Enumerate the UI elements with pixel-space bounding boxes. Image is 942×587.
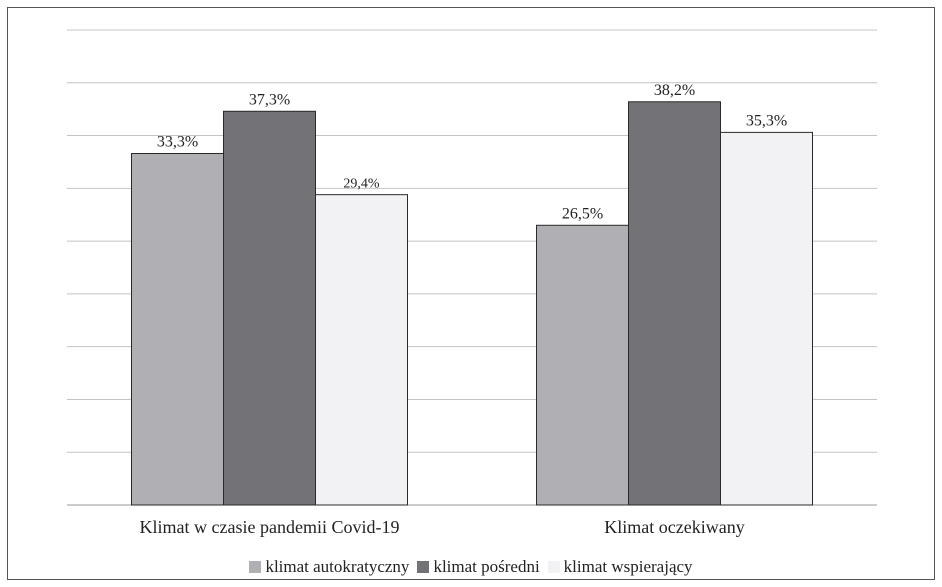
data-label: 35,3% xyxy=(746,112,787,129)
bar xyxy=(315,194,408,506)
legend-swatch xyxy=(417,561,430,573)
legend-item: klimat autokratyczny xyxy=(249,557,409,577)
category-labels: Klimat w czasie pandemii Covid-19 Klimat … xyxy=(140,517,745,537)
data-label: 38,2% xyxy=(654,82,695,99)
data-label: 26,5% xyxy=(562,205,603,222)
bar xyxy=(131,153,224,506)
bar xyxy=(223,110,316,506)
bars xyxy=(131,101,813,506)
legend-label: klimat pośredni xyxy=(433,557,540,576)
legend-swatch xyxy=(547,561,560,573)
category-label: Klimat w czasie pandemii Covid-19 xyxy=(140,517,400,537)
bar xyxy=(628,101,721,506)
data-label: 37,3% xyxy=(249,91,290,108)
data-label: 33,3% xyxy=(157,134,198,151)
data-label: 29,4% xyxy=(343,177,380,192)
category-label: Klimat oczekiwany xyxy=(604,517,744,537)
legend: klimat autokratyczny klimat pośredni klima… xyxy=(0,555,942,579)
legend-label: klimat autokratyczny xyxy=(265,557,410,576)
bar xyxy=(536,224,629,506)
data-labels: 33,3% 37,3% 29,4% 26,5% 38,2% 35,3% xyxy=(157,82,787,222)
bar xyxy=(720,131,813,506)
legend-item: klimat wspierający xyxy=(547,557,693,577)
legend-swatch xyxy=(249,561,262,573)
legend-label: klimat wspierający xyxy=(563,557,693,576)
legend-item: klimat pośredni xyxy=(417,557,540,577)
